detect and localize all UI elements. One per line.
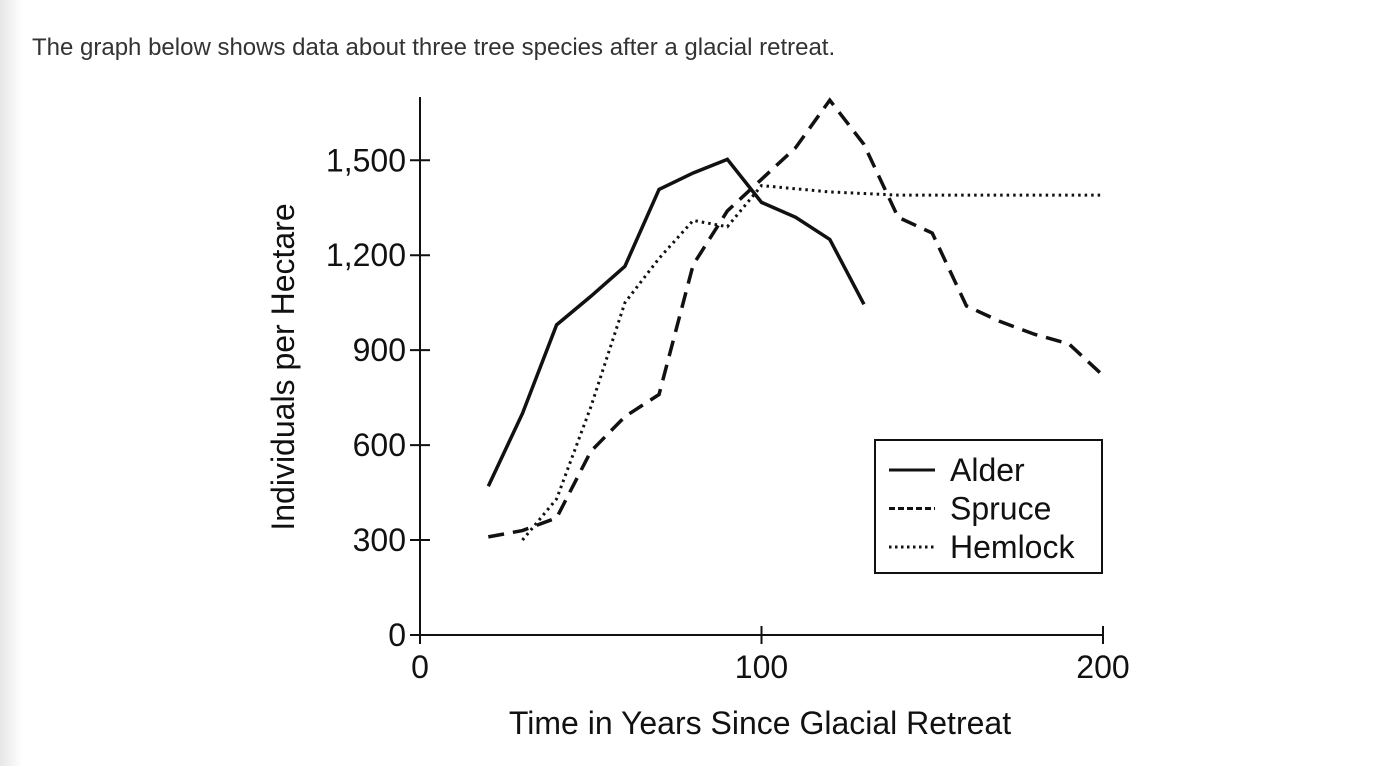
series-line bbox=[486, 157, 866, 488]
y-tick-label: 300 bbox=[353, 522, 406, 558]
legend-label: Hemlock bbox=[950, 529, 1075, 565]
side-shade bbox=[0, 0, 22, 766]
x-axis-label: Time in Years Since Glacial Retreat bbox=[509, 705, 1011, 741]
x-tick-label: 100 bbox=[735, 649, 788, 685]
y-tick-label: 1,200 bbox=[326, 237, 406, 273]
legend-label: Spruce bbox=[950, 491, 1051, 527]
y-tick-label: 600 bbox=[353, 427, 406, 463]
x-tick-label: 0 bbox=[411, 649, 429, 685]
y-tick-label: 1,500 bbox=[326, 142, 406, 178]
y-axis-label: Individuals per Hectare bbox=[265, 203, 301, 530]
x-tick-label: 200 bbox=[1076, 649, 1129, 685]
legend-box bbox=[874, 439, 1103, 574]
y-tick-label: 0 bbox=[388, 617, 406, 653]
legend-label: Alder bbox=[950, 452, 1025, 488]
series-line bbox=[521, 184, 1103, 542]
y-tick-label: 900 bbox=[353, 332, 406, 368]
series-line bbox=[487, 97, 1105, 539]
intro-text: The graph below shows data about three t… bbox=[32, 34, 836, 61]
